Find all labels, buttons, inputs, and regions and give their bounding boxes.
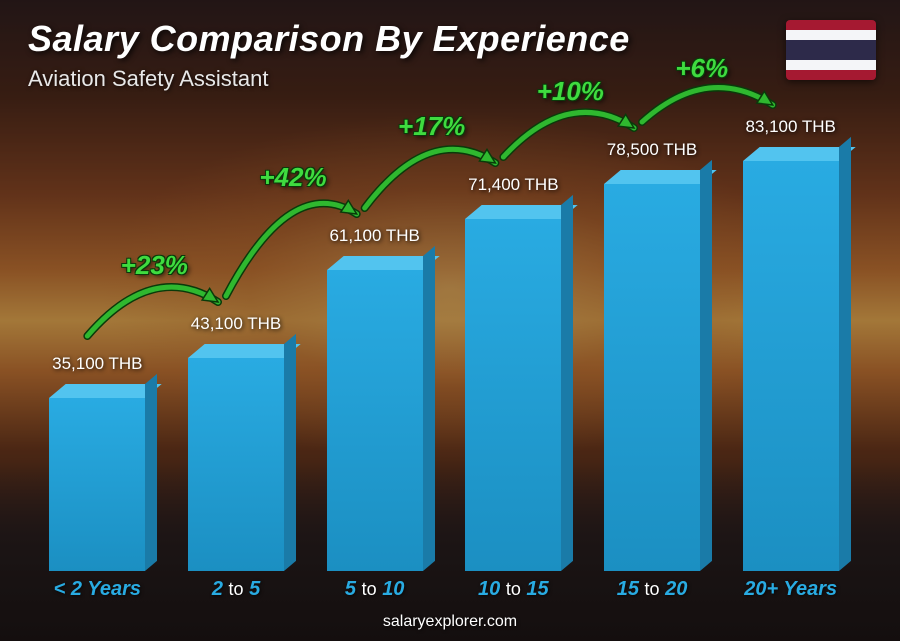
content-layer: Salary Comparison By Experience Aviation… xyxy=(0,0,900,641)
growth-pct-label: +6% xyxy=(675,53,728,84)
growth-arc-icon xyxy=(28,61,860,601)
footer-source: salaryexplorer.com xyxy=(0,613,900,631)
bar-chart: 35,100 THB43,100 THB61,100 THB71,400 THB… xyxy=(28,61,860,601)
page-title: Salary Comparison By Experience xyxy=(28,18,630,60)
